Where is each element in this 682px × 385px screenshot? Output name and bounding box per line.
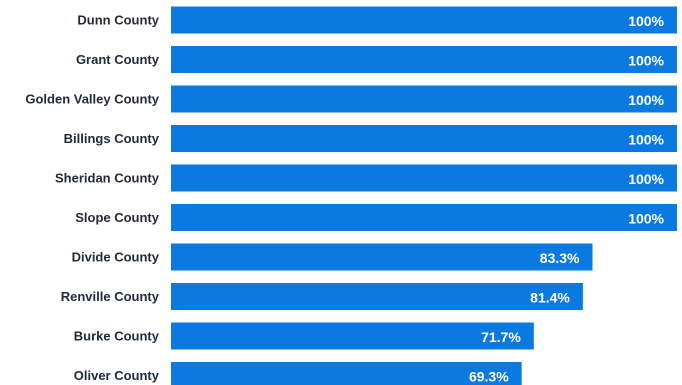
value-label: 83.3% bbox=[540, 250, 580, 266]
value-label: 100% bbox=[628, 92, 664, 108]
bar-golden-valley-county bbox=[171, 85, 677, 113]
bar-slope-county bbox=[171, 204, 677, 231]
value-labels-group: 100% 100% 100% 100% 100% 100% 83.3% 81.4% 71.7% 6… bbox=[469, 13, 665, 385]
bar-billings-county bbox=[171, 125, 677, 152]
bar-divide-county bbox=[171, 243, 593, 271]
value-label: 100% bbox=[628, 211, 664, 227]
bar-grant-county bbox=[171, 46, 677, 73]
category-label: Divide County bbox=[72, 250, 160, 265]
category-labels-group: Dunn County Grant County Golden Valley Cou… bbox=[25, 13, 159, 384]
category-label: Slope County bbox=[75, 210, 160, 225]
category-label: Billings County bbox=[64, 131, 160, 146]
bar-sheridan-county bbox=[171, 164, 677, 192]
value-label: 71.7% bbox=[481, 329, 521, 345]
category-label: Burke County bbox=[74, 329, 160, 344]
value-label: 100% bbox=[628, 132, 664, 148]
bar-renville-county bbox=[171, 283, 583, 310]
category-label: Grant County bbox=[76, 52, 160, 67]
bar-oliver-county bbox=[171, 362, 522, 385]
value-label: 100% bbox=[628, 171, 664, 187]
bar-dunn-county bbox=[171, 6, 677, 34]
bars-group bbox=[171, 6, 677, 385]
bar-burke-county bbox=[171, 322, 534, 350]
value-label: 81.4% bbox=[530, 290, 570, 306]
value-label: 100% bbox=[628, 53, 664, 69]
category-label: Oliver County bbox=[74, 368, 160, 383]
value-label: 100% bbox=[628, 13, 664, 29]
category-label: Sheridan County bbox=[55, 171, 160, 186]
category-label: Golden Valley County bbox=[25, 92, 159, 107]
category-label: Dunn County bbox=[77, 13, 159, 28]
category-label: Renville County bbox=[61, 289, 160, 304]
value-label: 69.3% bbox=[469, 369, 509, 385]
